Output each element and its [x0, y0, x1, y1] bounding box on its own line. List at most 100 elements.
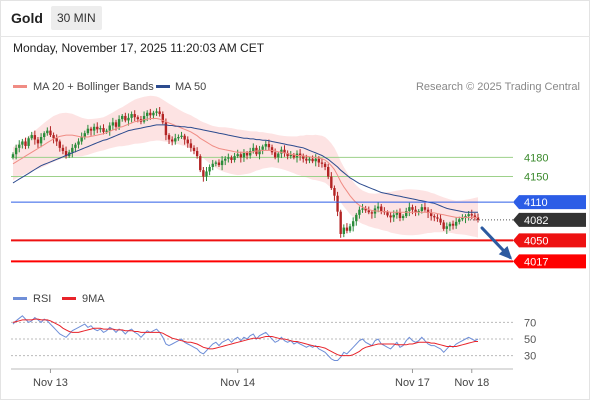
ma50-legend-swatch	[156, 85, 170, 88]
candle	[327, 163, 330, 180]
level-label-4150: 4150	[524, 172, 548, 184]
candle-body	[439, 218, 442, 223]
candle	[195, 147, 199, 159]
candle-body	[158, 111, 161, 115]
candle-body	[124, 115, 127, 121]
candle-body	[142, 115, 146, 122]
candle-body	[80, 137, 83, 142]
candle	[473, 212, 477, 221]
candle	[389, 212, 392, 223]
candle-body	[311, 158, 314, 162]
candle-body	[305, 158, 308, 161]
candle-body	[117, 119, 121, 127]
candle	[336, 191, 339, 217]
candle-body	[121, 115, 124, 120]
candle	[130, 111, 133, 123]
level-label-4180: 4180	[524, 152, 548, 164]
candle	[205, 166, 208, 182]
candle	[348, 223, 352, 233]
candle	[398, 208, 402, 222]
candle-body	[411, 207, 414, 210]
candle-body	[280, 149, 283, 154]
candle	[99, 125, 102, 133]
candle-body	[245, 152, 249, 156]
candle-body	[476, 217, 480, 220]
candle	[36, 137, 40, 148]
candle-body	[342, 227, 346, 234]
candle-body	[345, 227, 349, 231]
candle-body	[380, 206, 383, 211]
candle-body	[348, 226, 352, 231]
candle-body	[270, 147, 274, 153]
candle-body	[133, 114, 136, 118]
candle	[61, 144, 65, 155]
candle	[121, 114, 124, 122]
candle-body	[89, 128, 93, 131]
candle	[236, 149, 239, 159]
candle	[445, 222, 448, 234]
candle	[192, 145, 196, 155]
candle-body	[30, 135, 33, 139]
candle-body	[314, 158, 317, 162]
candle	[24, 137, 27, 150]
candle	[208, 164, 211, 176]
candle	[46, 127, 49, 136]
candle	[199, 154, 202, 173]
price-legend: MA 20 + Bollinger Bands MA 50 Research ©…	[13, 81, 580, 93]
candle-body	[189, 143, 193, 148]
candle-body	[199, 156, 202, 171]
candle-body	[336, 195, 339, 212]
level-tag-bg	[513, 212, 586, 227]
candle-body	[227, 157, 230, 159]
candle-body	[58, 141, 62, 148]
candle-body	[264, 144, 267, 147]
candle	[30, 131, 33, 141]
candle	[330, 172, 333, 190]
candle	[233, 152, 236, 163]
candle	[302, 153, 305, 163]
candle-body	[24, 141, 27, 146]
candle-body	[55, 138, 58, 142]
candle	[342, 224, 346, 238]
copyright-text: Research © 2025 Trading Central	[416, 81, 580, 93]
candle	[311, 155, 314, 164]
x-tick-label: Nov 18	[454, 377, 489, 389]
rsi-tick-70: 70	[524, 317, 536, 329]
rsi-ma9-line	[12, 318, 478, 357]
candle-body	[273, 152, 277, 158]
candle-body	[21, 141, 24, 145]
candle	[370, 210, 374, 219]
candle-body	[445, 226, 448, 229]
candle-body	[105, 130, 108, 132]
candle	[158, 107, 161, 117]
candle	[74, 142, 77, 153]
candle	[333, 185, 336, 201]
level-tag-bg	[513, 233, 586, 248]
candle-body	[367, 210, 370, 213]
candle-body	[192, 147, 196, 152]
candle-body	[220, 160, 224, 166]
candle-body	[398, 212, 402, 219]
rsi-pane: 70 50 30	[11, 315, 536, 363]
candle-body	[277, 153, 280, 158]
candle-body	[451, 223, 455, 226]
candle-body	[180, 135, 183, 137]
candle-body	[317, 158, 321, 163]
level-tag-text: 4050	[524, 235, 548, 247]
candle-body	[46, 130, 49, 134]
candle	[224, 156, 227, 166]
candle-body	[261, 146, 264, 150]
candle-body	[323, 163, 327, 167]
candle-body	[239, 154, 243, 158]
candle-body	[127, 117, 130, 121]
candle-body	[361, 208, 364, 210]
candle	[202, 166, 205, 182]
candle-body	[286, 152, 289, 157]
candle	[355, 212, 358, 226]
candle-body	[61, 147, 65, 152]
candle	[189, 138, 193, 152]
interval-selector[interactable]: 30 MIN	[51, 6, 102, 30]
candle-body	[395, 212, 399, 215]
candle-body	[401, 216, 405, 219]
candle-body	[386, 212, 389, 216]
